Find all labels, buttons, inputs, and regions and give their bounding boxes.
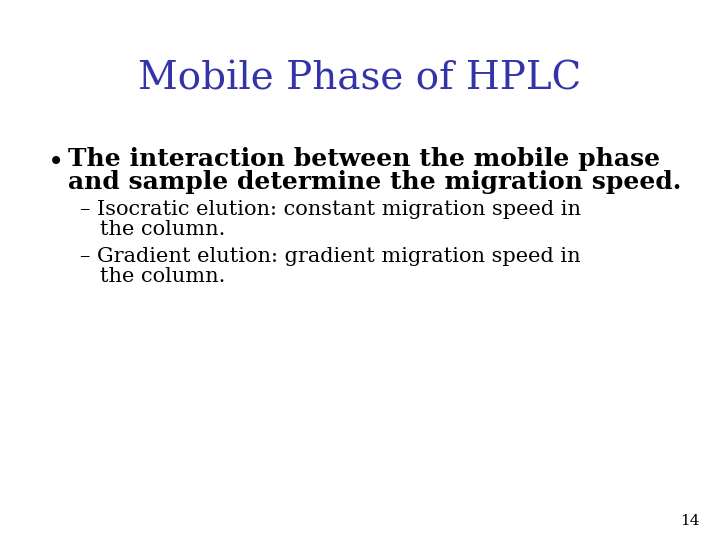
- Text: – Gradient elution: gradient migration speed in: – Gradient elution: gradient migration s…: [80, 247, 580, 266]
- Text: and sample determine the migration speed.: and sample determine the migration speed…: [68, 170, 681, 194]
- Text: the column.: the column.: [80, 267, 225, 286]
- Text: 14: 14: [680, 514, 700, 528]
- Text: Mobile Phase of HPLC: Mobile Phase of HPLC: [138, 60, 582, 97]
- Text: – Isocratic elution: constant migration speed in: – Isocratic elution: constant migration …: [80, 200, 581, 219]
- Text: •: •: [48, 150, 64, 177]
- Text: The interaction between the mobile phase: The interaction between the mobile phase: [68, 147, 660, 171]
- Text: the column.: the column.: [80, 220, 225, 239]
